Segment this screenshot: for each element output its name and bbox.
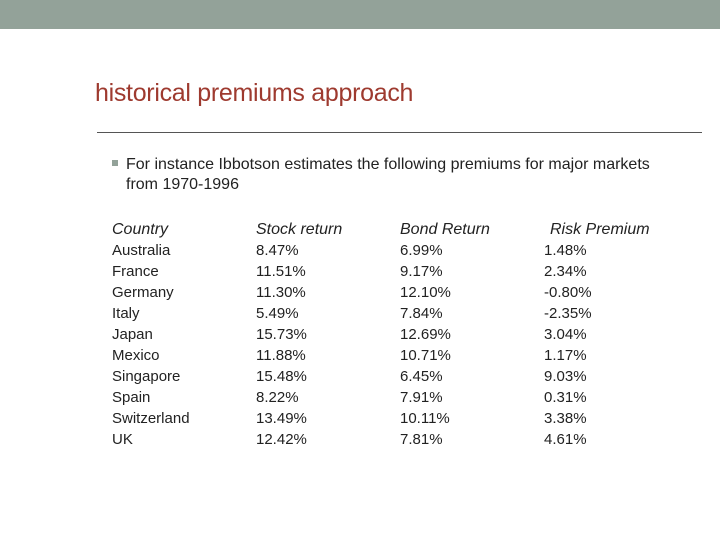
- title-divider: [97, 132, 702, 133]
- country-cell: Mexico: [112, 347, 160, 364]
- bond-return-cell: 7.84%: [400, 305, 443, 322]
- country-cell: Singapore: [112, 368, 181, 385]
- bond-return-cell: 10.71%: [400, 347, 451, 364]
- risk-premium-cell: 1.48%: [544, 242, 587, 259]
- country-cell: France: [112, 263, 159, 280]
- bond-return-cell: 7.91%: [400, 389, 443, 406]
- table-row: Italy 5.49% 7.84% -2.35%: [112, 303, 672, 324]
- risk-premium-cell: -0.80%: [544, 284, 592, 301]
- country-cell: UK: [112, 431, 133, 448]
- bullet-item: For instance Ibbotson estimates the foll…: [112, 155, 672, 195]
- bond-return-cell: 6.45%: [400, 368, 443, 385]
- risk-premium-cell: 3.04%: [544, 326, 587, 343]
- bullet-text: For instance Ibbotson estimates the foll…: [126, 156, 650, 193]
- country-cell: Spain: [112, 389, 151, 406]
- header-stock-return: Stock return: [256, 221, 343, 238]
- risk-premium-cell: 2.34%: [544, 263, 587, 280]
- bond-return-cell: 7.81%: [400, 431, 443, 448]
- stock-return-cell: 12.42%: [256, 431, 307, 448]
- bond-return-cell: 6.99%: [400, 242, 443, 259]
- stock-return-cell: 15.73%: [256, 326, 307, 343]
- table-row: Japan 15.73% 12.69% 3.04%: [112, 324, 672, 345]
- country-cell: Italy: [112, 305, 140, 322]
- stock-return-cell: 13.49%: [256, 410, 307, 427]
- country-cell: Japan: [112, 326, 153, 343]
- bond-return-cell: 12.10%: [400, 284, 451, 301]
- table-row: Spain 8.22% 7.91% 0.31%: [112, 387, 672, 408]
- header-country: Country: [112, 221, 169, 238]
- stock-return-cell: 11.51%: [256, 263, 306, 280]
- bond-return-cell: 10.11%: [400, 410, 450, 427]
- table-row: UK 12.42% 7.81% 4.61%: [112, 429, 672, 450]
- table-row: Mexico 11.88% 10.71% 1.17%: [112, 345, 672, 366]
- table-row: Germany 11.30% 12.10% -0.80%: [112, 282, 672, 303]
- table-row: France 11.51% 9.17% 2.34%: [112, 261, 672, 282]
- country-cell: Australia: [112, 242, 171, 259]
- risk-premium-cell: 9.03%: [544, 368, 587, 385]
- stock-return-cell: 15.48%: [256, 368, 307, 385]
- stock-return-cell: 8.47%: [256, 242, 299, 259]
- table-row: Switzerland 13.49% 10.11% 3.38%: [112, 408, 672, 429]
- risk-premium-cell: 3.38%: [544, 410, 587, 427]
- table-row: Singapore 15.48% 6.45% 9.03%: [112, 366, 672, 387]
- stock-return-cell: 5.49%: [256, 305, 299, 322]
- square-bullet-icon: [112, 160, 118, 166]
- country-cell: Germany: [112, 284, 174, 301]
- stock-return-cell: 8.22%: [256, 389, 299, 406]
- stock-return-cell: 11.30%: [256, 284, 306, 301]
- bond-return-cell: 12.69%: [400, 326, 451, 343]
- risk-premium-cell: 1.17%: [544, 347, 587, 364]
- stock-return-cell: 11.88%: [256, 347, 306, 364]
- table-header-row: Country Stock return Bond Return Risk Pr…: [112, 219, 672, 240]
- header-bond-return: Bond Return: [400, 221, 490, 238]
- risk-premium-cell: 4.61%: [544, 431, 587, 448]
- risk-premium-cell: -2.35%: [544, 305, 592, 322]
- slide-top-bar: [0, 0, 720, 29]
- table-row: Australia 8.47% 6.99% 1.48%: [112, 240, 672, 261]
- country-cell: Switzerland: [112, 410, 190, 427]
- bond-return-cell: 9.17%: [400, 263, 443, 280]
- header-risk-premium: Risk Premium: [550, 221, 650, 238]
- slide-title: historical premiums approach: [95, 79, 414, 107]
- risk-premium-cell: 0.31%: [544, 389, 587, 406]
- premiums-table: Country Stock return Bond Return Risk Pr…: [112, 219, 672, 450]
